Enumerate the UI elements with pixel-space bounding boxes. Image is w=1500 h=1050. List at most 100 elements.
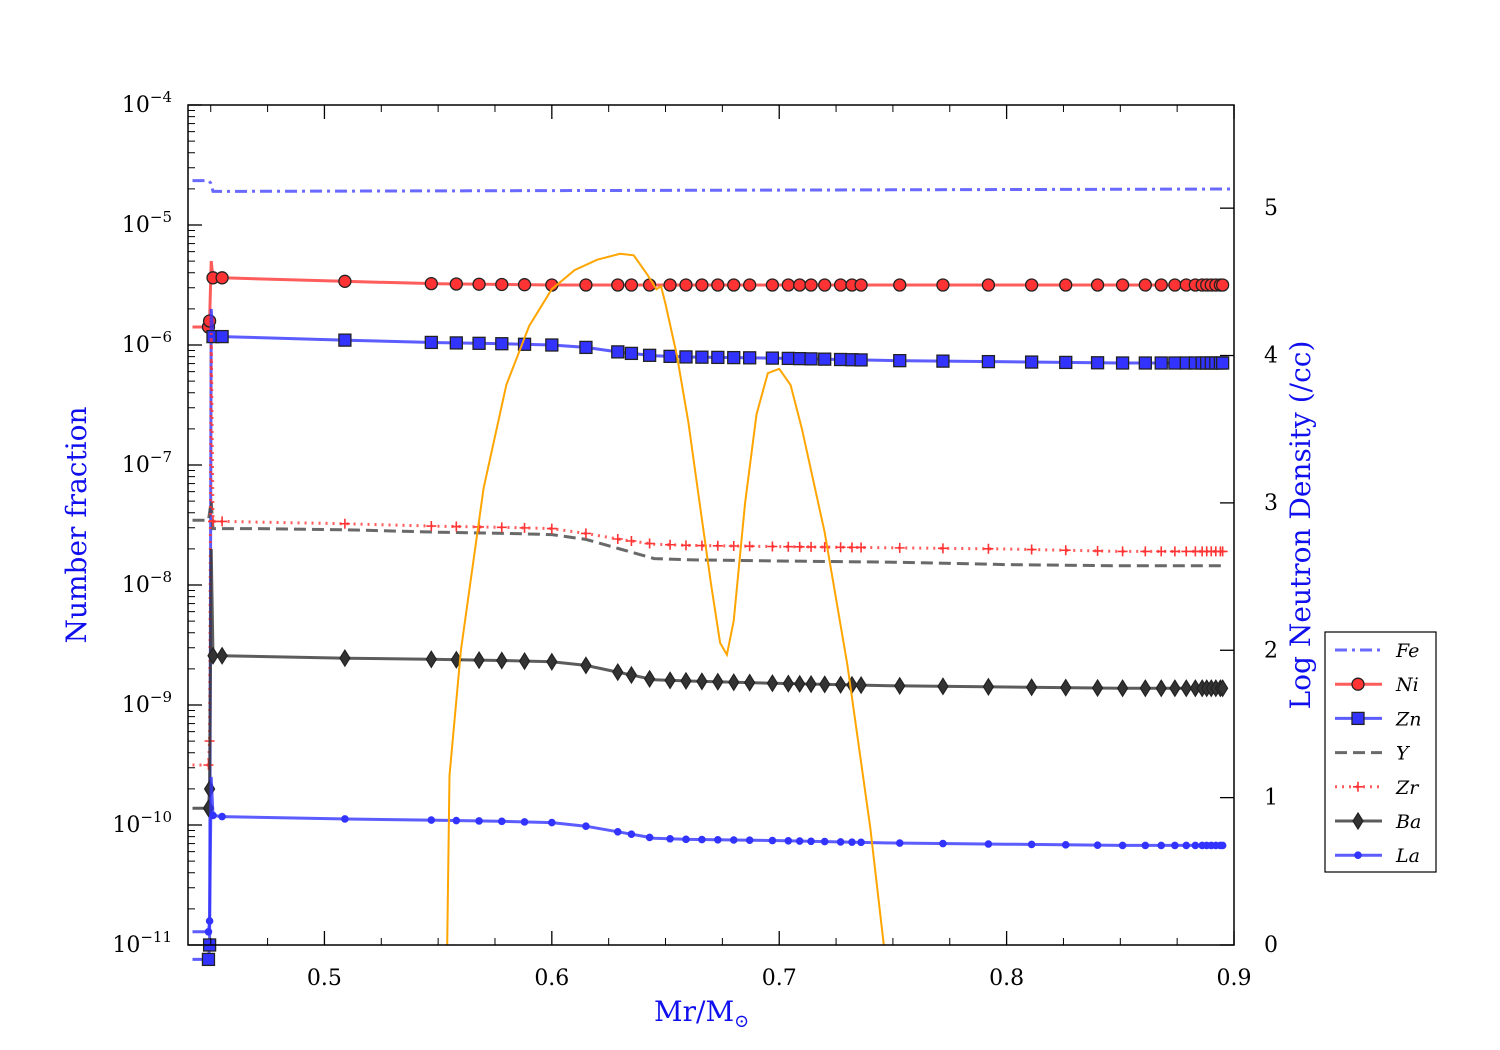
series-la-marker <box>698 835 706 844</box>
series-la-marker <box>984 840 993 848</box>
series-layer <box>192 179 1235 967</box>
series-ni-marker <box>215 271 229 285</box>
series-zn-marker <box>1115 356 1130 370</box>
neutron-density-line <box>446 252 885 946</box>
series-la-marker <box>452 816 461 825</box>
series-zr-marker <box>856 542 867 553</box>
series-la-marker <box>1027 840 1036 849</box>
series-ni-marker <box>711 278 725 292</box>
series-la-marker <box>205 917 214 925</box>
series-zn-marker <box>611 345 625 359</box>
series-ba-marker <box>696 672 708 691</box>
x-tick-label: 0.9 <box>1217 966 1252 991</box>
series-la-marker <box>520 818 529 826</box>
series-ni-marker <box>1059 278 1073 292</box>
legend: Fe Ni Zn Y Zr Ba La <box>1324 631 1437 873</box>
series-zn-marker <box>793 351 807 366</box>
series-zn-marker <box>727 350 741 365</box>
series-ba-marker <box>546 652 558 671</box>
series-la-marker <box>807 837 815 846</box>
series-zr-marker <box>580 528 591 539</box>
series-la-marker <box>1157 841 1166 850</box>
series-ni-marker <box>1090 278 1105 292</box>
series-la-marker <box>645 833 654 842</box>
series-la-line <box>192 776 1223 934</box>
series-ba-marker <box>612 662 624 682</box>
series-zr-marker <box>546 523 557 534</box>
series-la-marker <box>498 817 506 826</box>
series-ni-marker <box>495 277 509 292</box>
series-zn-marker <box>201 952 216 967</box>
series-ba-marker <box>1169 679 1181 698</box>
series-la-marker <box>1093 841 1102 849</box>
series-la-marker <box>613 828 622 836</box>
series-ni-marker <box>743 278 757 292</box>
series-ni-marker <box>765 278 780 292</box>
series-ni-marker <box>804 278 818 292</box>
series-zr-marker <box>937 543 948 554</box>
series-zn-marker <box>1024 355 1039 369</box>
series-la-marker <box>204 928 213 936</box>
series-zr-marker <box>806 541 817 552</box>
series-zr-line <box>192 332 1223 767</box>
series-zn-marker <box>1168 356 1182 370</box>
legend-label-ba: Ba <box>1395 811 1421 833</box>
series-ba-marker <box>805 674 817 694</box>
series-ba-marker <box>580 656 592 675</box>
series-ba-marker <box>1060 678 1072 697</box>
series-zr-marker <box>1140 546 1151 557</box>
series-ba-marker <box>425 650 438 669</box>
series-la-marker <box>218 812 226 821</box>
legend-item-zn: Zn <box>1335 708 1421 730</box>
legend-item-ni: Ni <box>1335 674 1419 696</box>
series-zr-marker <box>519 522 530 533</box>
series-la-marker <box>857 838 865 847</box>
series-la-marker <box>820 837 829 846</box>
series-ba-marker <box>1155 679 1167 698</box>
series-ba-marker <box>782 674 795 693</box>
series-zn-marker <box>981 354 996 369</box>
series-ba-marker <box>216 646 228 665</box>
series-ni-marker <box>1168 278 1182 292</box>
y-left-tick-label: 10−7 <box>122 448 172 478</box>
series-ba-marker <box>793 674 806 693</box>
series-la-marker <box>682 835 690 844</box>
series-fe <box>192 179 1235 193</box>
series-zr-marker <box>894 542 905 553</box>
series-ni-marker <box>1024 278 1039 292</box>
legend-marker-ni <box>1351 677 1365 691</box>
series-zn-marker <box>833 352 848 367</box>
legend-marker-zr <box>1353 781 1363 792</box>
x-axis-title: Mr/M⊙ <box>654 995 749 1032</box>
series-zr-marker <box>1026 544 1037 555</box>
y-left-tick-label: 10−11 <box>112 928 172 958</box>
series-ni-marker <box>579 278 593 292</box>
series-zr-marker <box>217 516 228 527</box>
series-ni-marker <box>449 277 463 291</box>
series-ni-marker <box>1138 278 1152 292</box>
legend-item-fe: Fe <box>1335 640 1419 662</box>
series-ni-marker <box>893 278 907 292</box>
series-la-marker <box>895 839 904 847</box>
series-la-marker <box>427 816 436 824</box>
series-zr-marker <box>835 542 846 553</box>
series-ba-marker <box>743 673 756 692</box>
series-ba <box>192 548 1229 818</box>
series-ba-marker <box>473 650 485 670</box>
y-axis-right: 0 1 2 3 4 5 <box>1220 196 1278 958</box>
legend-label-zr: Zr <box>1395 777 1420 799</box>
series-ba-marker <box>1116 679 1129 698</box>
series-zr-marker <box>1169 546 1180 557</box>
series-zr-marker <box>496 522 507 533</box>
series-ni-marker <box>202 314 217 328</box>
series-zn-marker <box>1090 356 1105 370</box>
series-ni-marker <box>679 278 693 292</box>
series-ni-marker <box>981 278 996 292</box>
series-zn-marker <box>338 333 352 347</box>
y-left-tick-label: 10−9 <box>122 688 172 718</box>
series-la-marker <box>939 839 947 848</box>
series-ni-marker <box>424 276 438 291</box>
series-zr-marker <box>451 521 462 532</box>
series-zr <box>192 332 1228 770</box>
series-zr-marker <box>1181 546 1192 557</box>
